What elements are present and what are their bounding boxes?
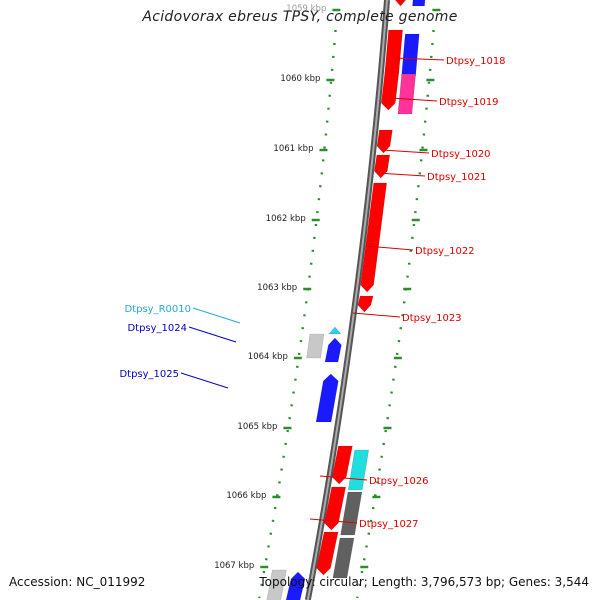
gene-arrow-other xyxy=(340,491,363,536)
gene-arrow-forward xyxy=(394,0,407,7)
gene-label-leader xyxy=(180,372,229,389)
gene-arrow-forward xyxy=(373,154,391,179)
gene-label: Dtpsy_1018 xyxy=(446,56,506,67)
gene-label-leader xyxy=(309,518,358,524)
scale-tick-label: 1063 kbp xyxy=(257,283,297,293)
gene-label-leader xyxy=(395,57,445,61)
gene-arrow-forward xyxy=(360,182,388,293)
scale-tick-label: 1059 kbp xyxy=(286,4,326,14)
gene-arrow-reverse xyxy=(285,571,306,600)
gene-label-leader xyxy=(376,172,426,177)
scale-tick-label: 1062 kbp xyxy=(266,214,306,224)
gene-label-leader xyxy=(381,149,430,154)
scale-tick-label: 1066 kbp xyxy=(226,491,266,501)
gene-arrow-forward xyxy=(316,531,339,576)
gene-label-leader xyxy=(352,312,401,318)
genome-summary-text: Topology: circular; Length: 3,796,573 bp… xyxy=(259,575,589,589)
gene-label: Dtpsy_1021 xyxy=(427,172,487,183)
gene-label-leader xyxy=(192,307,241,324)
gene-label: Dtpsy_1023 xyxy=(402,313,462,324)
scale-tick-label: 1067 kbp xyxy=(214,561,254,571)
gene-arrow-reverse xyxy=(412,0,426,7)
map-title: Acidovorax ebreus TPSY, complete genome xyxy=(142,9,458,25)
gene-arrow-other xyxy=(347,449,370,491)
gene-arrow-forward xyxy=(357,295,374,313)
gene-arrow-reverse xyxy=(401,33,420,77)
gene-label: Dtpsy_1025 xyxy=(119,369,179,380)
gene-arrow-other xyxy=(332,537,355,579)
gene-label: Dtpsy_1026 xyxy=(369,476,429,487)
scale-tick-label: 1061 kbp xyxy=(273,144,313,154)
gene-label-leader xyxy=(365,245,414,251)
gene-label-leader xyxy=(319,475,368,481)
scale-tick-label: 1060 kbp xyxy=(280,74,320,84)
gene-label: Dtpsy_1020 xyxy=(431,149,491,160)
gene-label: Dtpsy_1022 xyxy=(415,246,475,257)
scale-tick-label: 1065 kbp xyxy=(237,422,277,432)
genome-backbone-highlight xyxy=(306,0,388,600)
rna-feature xyxy=(327,326,342,335)
gene-arrow-reverse xyxy=(324,337,342,363)
scale-tick-label: 1064 kbp xyxy=(248,352,288,362)
gene-arrow-forward xyxy=(380,71,400,111)
gene-label-leader xyxy=(390,97,438,102)
gene-label: Dtpsy_1024 xyxy=(127,323,187,334)
gene-arrow-forward xyxy=(384,29,403,74)
gene-label: Dtpsy_1027 xyxy=(359,519,419,530)
gene-label-leader xyxy=(188,326,237,343)
gene-label: Dtpsy_1019 xyxy=(439,97,499,108)
gene-arrow-forward xyxy=(331,445,353,485)
gene-arrow-other xyxy=(306,333,325,359)
gene-arrow-forward xyxy=(376,129,393,154)
gene-arrow-other xyxy=(266,569,287,600)
accession-text: Accession: NC_011992 xyxy=(9,575,146,589)
gene-arrow-other xyxy=(397,73,417,115)
gene-label: Dtpsy_R0010 xyxy=(125,304,192,315)
gene-arrow-reverse xyxy=(315,373,339,423)
gene-arrow-forward xyxy=(324,486,347,531)
